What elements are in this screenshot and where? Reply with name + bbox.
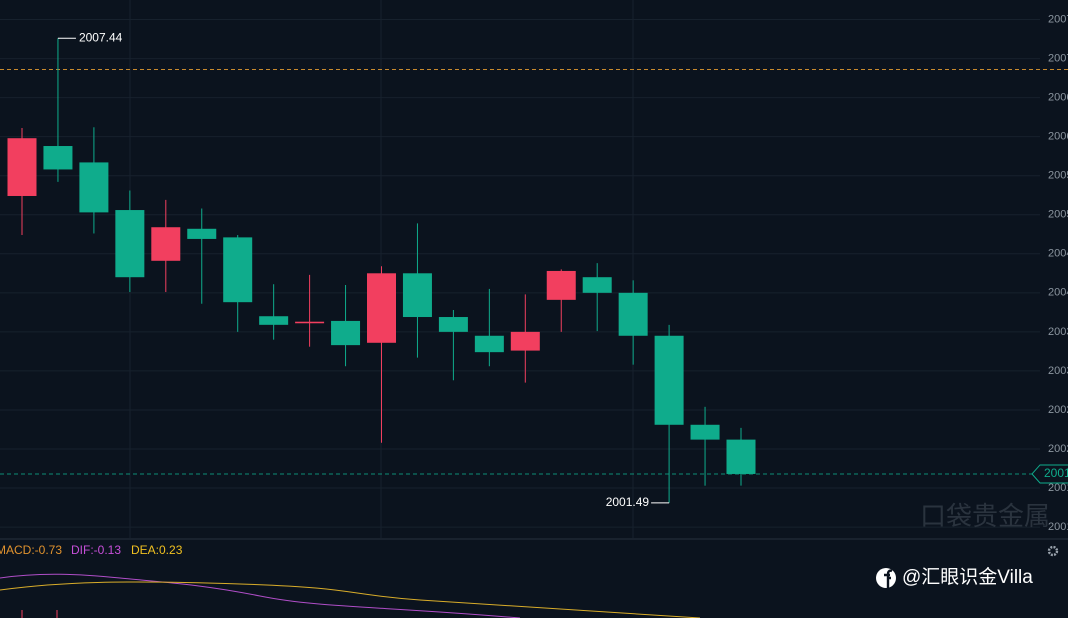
candle-body [367,273,396,343]
candle-body [43,146,73,170]
candle-body [259,316,289,325]
high-label: 2007.44 [79,30,123,44]
gear[interactable] [1047,545,1059,557]
settings-icon[interactable] [1047,545,1059,557]
candle-body [115,210,145,278]
candle-body [690,424,720,440]
y-tick-label: 2004.68 [1048,248,1068,260]
y-tick-label: 2007.68 [1048,13,1068,25]
y-tick-label: 2007.18 [1048,52,1068,64]
last-price-label: 2001.86 [1044,466,1068,480]
y-tick-label: 2001.18 [1048,521,1068,533]
candle-body [331,320,361,346]
candle-body [474,335,504,353]
y-tick-label: 2001.68 [1048,482,1068,494]
dif-line [0,573,521,618]
dea-line [0,581,701,618]
candle-body [510,331,540,351]
macd-label: MACD:-0.73 [0,543,62,557]
candle-body [582,277,612,293]
dea-label: DEA:0.23 [131,543,183,557]
candle-body [223,237,253,303]
credit-icon-glyph [884,569,893,588]
y-tick-label: 2006.18 [1048,131,1068,143]
y-tick-label: 2005.68 [1048,170,1068,182]
y-tick-label: 2005.18 [1048,209,1068,221]
credit: @汇眼识金Villa [876,566,1033,588]
low-label: 2001.49 [606,495,650,509]
candle-body [295,321,325,324]
credit-icon [876,568,896,588]
grid [0,19,1040,528]
credit-text: @汇眼识金Villa [902,566,1033,588]
candle-body [79,162,109,213]
y-tick-label: 2006.68 [1048,92,1068,104]
dif-label: DIF:-0.13 [71,543,121,557]
last-price-tag [1031,464,1068,484]
candle-body [187,228,217,239]
candle-body [618,292,648,336]
y-tick-label: 2003.18 [1048,365,1068,377]
candle-body [546,270,576,300]
candle-body [438,317,468,332]
y-tick-label: 2003.68 [1048,326,1068,338]
candle-body [402,273,432,318]
y-tick-label: 2004.18 [1048,287,1068,299]
candle-body [7,138,37,196]
watermark: 口袋贵金属 [920,501,1050,531]
candle-body [654,335,684,425]
candle-body [726,439,756,474]
candle-body [151,227,181,261]
